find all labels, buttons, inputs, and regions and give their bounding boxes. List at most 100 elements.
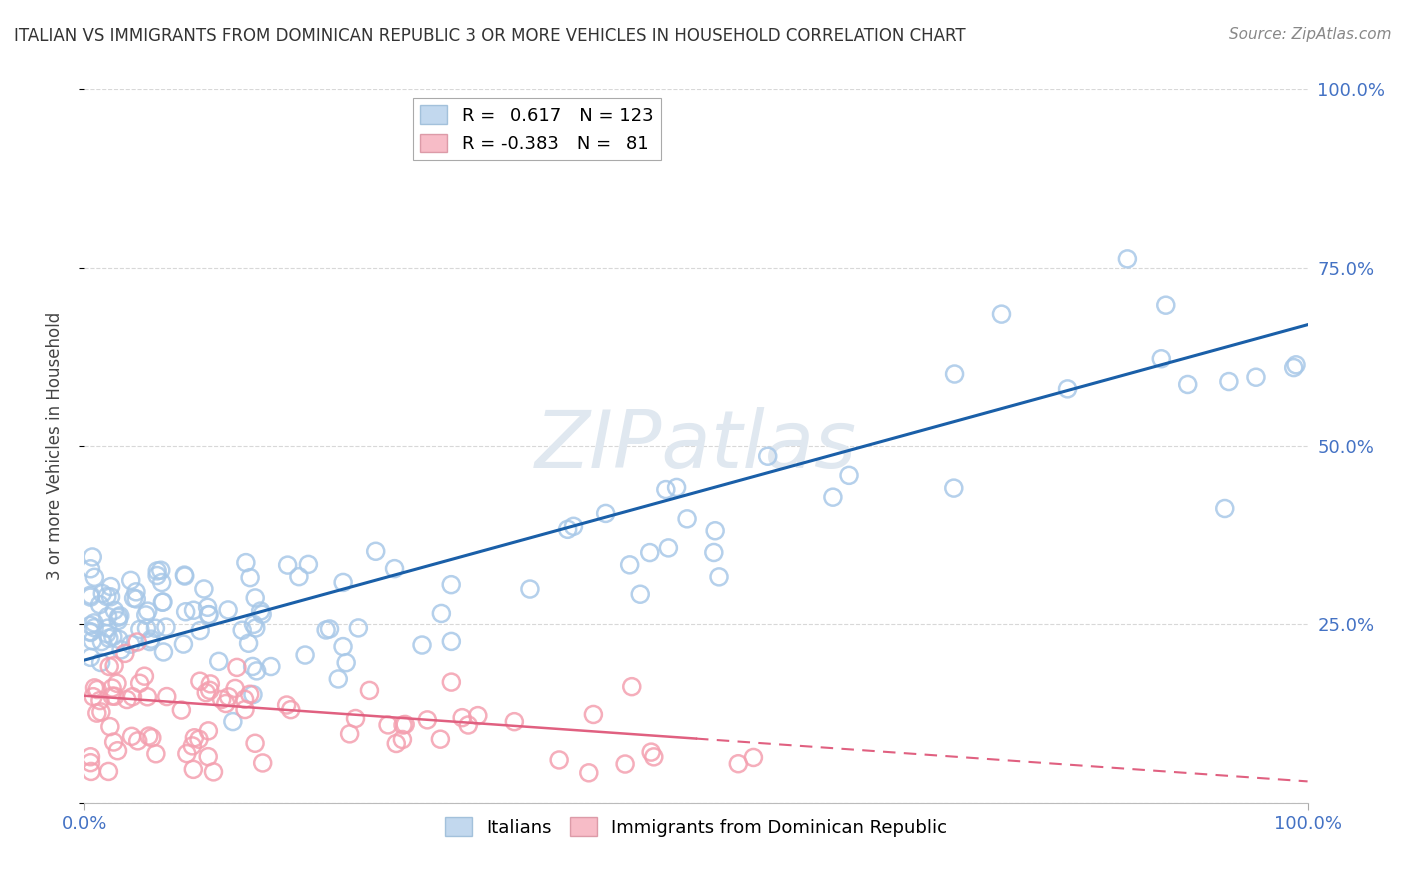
Point [183,603,205,617]
Point [519,582,541,596]
Point [503,714,526,729]
Point [246,664,269,678]
Point [97,764,120,779]
Point [181,763,204,777]
Point [208,654,231,668]
Point [83,621,105,635]
Point [100,580,122,594]
Point [252,756,274,770]
Point [245,591,267,605]
Point [640,745,662,759]
Point [440,634,463,648]
Point [440,577,463,591]
Point [79,590,101,604]
Point [115,692,138,706]
Point [170,703,193,717]
Point [238,636,260,650]
Point [197,600,219,615]
Point [127,734,149,748]
Point [202,764,225,779]
Point [146,568,169,582]
Point [183,731,205,745]
Point [335,656,357,670]
Point [156,690,179,704]
Point [96,626,118,640]
Point [288,570,311,584]
Point [655,483,678,497]
Point [332,575,354,590]
Point [122,591,145,606]
Point [557,522,579,536]
Point [628,587,651,601]
Point [1154,298,1177,312]
Point [742,750,765,764]
Point [619,558,641,572]
Point [100,590,122,604]
Point [250,607,273,622]
Point [107,610,129,624]
Point [1056,382,1078,396]
Point [280,703,302,717]
Point [344,712,367,726]
Point [548,753,571,767]
Point [1282,360,1305,375]
Point [101,681,124,695]
Point [86,706,108,720]
Point [145,621,167,635]
Point [838,468,860,483]
Point [467,708,489,723]
Point [110,643,132,657]
Point [150,595,173,609]
Point [294,648,316,662]
Point [135,607,157,622]
Point [676,512,699,526]
Point [134,669,156,683]
Point [79,625,101,640]
Point [83,615,105,630]
Point [200,677,222,691]
Point [233,702,256,716]
Point [249,604,271,618]
Point [222,714,245,729]
Point [128,676,150,690]
Point [128,623,150,637]
Point [1116,252,1139,266]
Point [1213,501,1236,516]
Point [103,603,125,617]
Point [260,659,283,673]
Point [141,731,163,745]
Point [1150,351,1173,366]
Point [429,732,451,747]
Point [79,618,101,632]
Point [578,765,600,780]
Point [391,732,413,747]
Point [145,747,167,761]
Point [181,739,204,753]
Point [198,683,221,698]
Point [104,690,127,704]
Point [150,575,173,590]
Point [239,571,262,585]
Point [1244,370,1267,384]
Point [136,690,159,704]
Point [411,638,433,652]
Point [121,729,143,743]
Point [96,590,118,604]
Point [727,756,749,771]
Point [197,607,219,622]
Point [215,697,238,711]
Point [665,480,688,494]
Point [197,723,219,738]
Point [79,756,101,770]
Point [643,750,665,764]
Point [82,549,104,564]
Point [125,591,148,606]
Point [176,747,198,761]
Point [595,507,617,521]
Point [103,658,125,673]
Point [127,635,149,649]
Point [173,568,195,582]
Point [152,645,174,659]
Point [97,609,120,624]
Point [79,650,101,665]
